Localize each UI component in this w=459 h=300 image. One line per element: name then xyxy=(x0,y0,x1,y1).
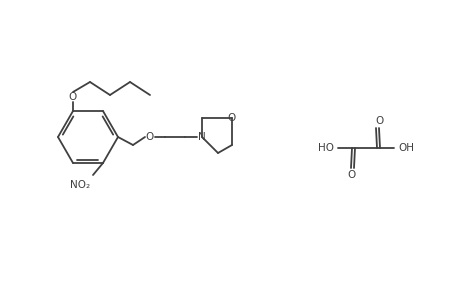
Text: NO₂: NO₂ xyxy=(70,180,90,190)
Text: O: O xyxy=(69,92,77,102)
Text: O: O xyxy=(375,116,383,126)
Text: O: O xyxy=(227,113,235,123)
Text: O: O xyxy=(146,132,154,142)
Text: O: O xyxy=(347,170,355,180)
Text: N: N xyxy=(198,132,206,142)
Text: OH: OH xyxy=(397,143,413,153)
Text: HO: HO xyxy=(317,143,333,153)
